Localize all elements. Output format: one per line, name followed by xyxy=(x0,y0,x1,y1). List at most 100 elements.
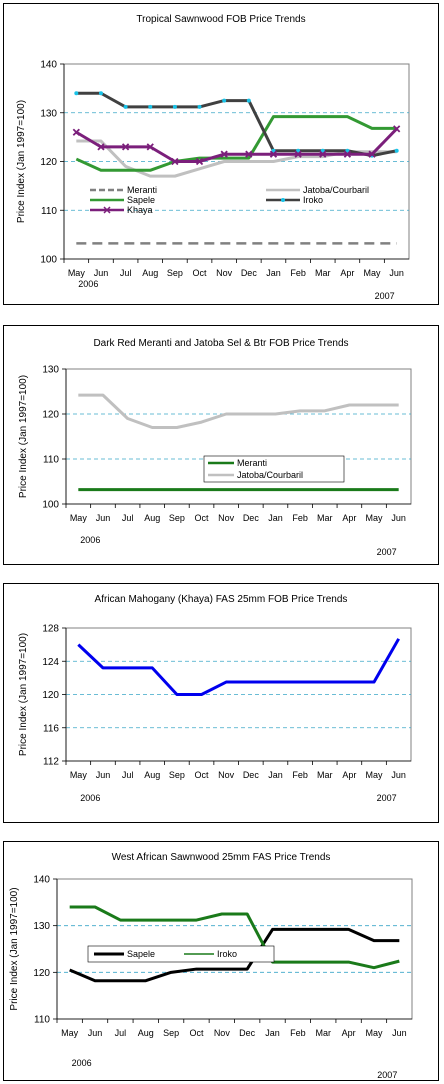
y-tick-label: 100 xyxy=(40,255,57,266)
legend-label: Iroko xyxy=(217,949,237,959)
x-tick-label: Mar xyxy=(315,268,331,278)
x-tick-label: Dec xyxy=(239,1028,256,1038)
x-tick-label: Jan xyxy=(266,268,281,278)
data-point xyxy=(72,128,80,136)
x-tick-label: Feb xyxy=(290,1028,306,1038)
series-line-khaya xyxy=(75,127,398,163)
x-tick-label: Jul xyxy=(122,770,134,780)
y-tick-label: 120 xyxy=(42,690,59,701)
chart-panel-4: West African Sawnwood 25mm FAS Price Tre… xyxy=(3,841,439,1081)
data-point xyxy=(195,157,204,166)
x-tick-label: Dec xyxy=(243,770,260,780)
data-point xyxy=(246,98,251,103)
legend-box xyxy=(87,945,275,963)
data-point xyxy=(269,150,278,158)
x-tick-label: Sep xyxy=(169,770,185,780)
x-tick-label: Jun xyxy=(391,770,406,780)
y-tick-label: 120 xyxy=(42,410,59,421)
x-tick-label: Nov xyxy=(216,268,233,278)
west-african-chart: West African Sawnwood 25mm FAS Price Tre… xyxy=(9,852,413,1080)
data-point xyxy=(171,157,179,166)
x-tick-label: Jan xyxy=(268,770,283,780)
chart-panel-1: Tropical Sawnwood FOB Price Trends 100 110… xyxy=(3,3,439,305)
y-tick-label: 130 xyxy=(40,108,57,119)
x-tick-label: Apr xyxy=(340,268,354,278)
data-point xyxy=(319,150,327,158)
x-tick-label: Dec xyxy=(243,513,260,523)
x-tick-label: Jun xyxy=(392,1028,407,1038)
y-tick-label: 130 xyxy=(33,921,50,932)
series-line-khaya xyxy=(77,638,400,696)
chart-title: Tropical Sawnwood FOB Price Trends xyxy=(136,14,305,25)
series-line-sapele xyxy=(75,115,397,172)
data-point xyxy=(394,148,399,153)
x-tick-label: Jun xyxy=(96,513,111,523)
meranti-jatoba-chart: Dark Red Meranti and Jatoba Sel & Btr FO… xyxy=(18,338,412,557)
x-tick-label: Mar xyxy=(317,513,333,523)
plot-area xyxy=(65,368,412,505)
series-line-iroko xyxy=(76,91,397,158)
y-tick-label: 120 xyxy=(40,157,57,168)
legend-label: Khaya xyxy=(127,205,153,215)
x-tick-label: Mar xyxy=(316,1028,332,1038)
y-axis-label: Price Index (Jan 1997=100) xyxy=(18,633,29,756)
data-point xyxy=(121,143,130,151)
x-tick-label: Jan xyxy=(268,513,283,523)
x-tick-label: May xyxy=(70,770,88,780)
data-point xyxy=(220,150,228,158)
legend-marker xyxy=(103,206,111,214)
x-tick-label: Jun xyxy=(94,268,109,278)
x-tick-label: Sep xyxy=(169,513,185,523)
legend-label: Iroko xyxy=(303,195,323,205)
year-label: 2006 xyxy=(80,535,100,545)
data-point xyxy=(97,143,105,151)
x-tick-label: Sep xyxy=(163,1028,179,1038)
x-tick-label: Sep xyxy=(167,268,183,278)
data-point xyxy=(146,143,154,151)
x-tick-label: May xyxy=(366,513,384,523)
x-tick-label: Oct xyxy=(195,513,210,523)
year-label: 2006 xyxy=(80,793,100,803)
x-tick-label: Nov xyxy=(218,770,235,780)
y-axis-label: Price Index (Jan 1997=100) xyxy=(16,100,27,223)
y-tick-label: 110 xyxy=(41,206,57,217)
x-tick-label: Nov xyxy=(214,1028,231,1038)
x-tick-label: May xyxy=(366,770,384,780)
data-point xyxy=(172,104,177,109)
x-tick-label: May xyxy=(68,268,86,278)
x-tick-label: Jun xyxy=(96,770,111,780)
y-tick-label: 140 xyxy=(33,875,50,886)
legend-label: Sapele xyxy=(127,195,155,205)
x-tick-label: Feb xyxy=(292,513,308,523)
data-point xyxy=(393,125,401,133)
data-point xyxy=(294,150,302,158)
x-tick-label: Jun xyxy=(88,1028,103,1038)
legend-label: Meranti xyxy=(127,185,157,195)
y-tick-label: 112 xyxy=(43,757,59,768)
data-point xyxy=(271,148,276,153)
y-tick-label: 120 xyxy=(33,968,50,979)
chart-panel-3: African Mahogany (Khaya) FAS 25mm FOB Pr… xyxy=(3,583,439,823)
x-tick-label: Jun xyxy=(391,513,406,523)
data-point xyxy=(343,150,352,158)
data-point xyxy=(98,91,103,96)
legend-marker xyxy=(281,198,285,202)
x-tick-label: Jul xyxy=(120,268,132,278)
x-tick-label: Aug xyxy=(142,268,158,278)
x-tick-label: Aug xyxy=(144,513,160,523)
chart-title: West African Sawnwood 25mm FAS Price Tre… xyxy=(112,852,331,863)
x-tick-label: Nov xyxy=(218,513,235,523)
x-tick-label: May xyxy=(364,268,382,278)
series-line-iroko xyxy=(69,905,400,970)
chart-title: Dark Red Meranti and Jatoba Sel & Btr FO… xyxy=(93,338,348,349)
year-label: 2007 xyxy=(377,793,397,803)
data-point xyxy=(368,150,376,158)
x-tick-label: May xyxy=(365,1028,383,1038)
y-tick-label: 140 xyxy=(40,60,57,71)
x-tick-label: Oct xyxy=(189,1028,204,1038)
data-point xyxy=(320,148,325,153)
x-tick-label: Oct xyxy=(193,268,208,278)
data-point xyxy=(222,98,227,103)
y-tick-label: 110 xyxy=(34,1015,50,1026)
khaya-chart: African Mahogany (Khaya) FAS 25mm FOB Pr… xyxy=(18,594,412,803)
